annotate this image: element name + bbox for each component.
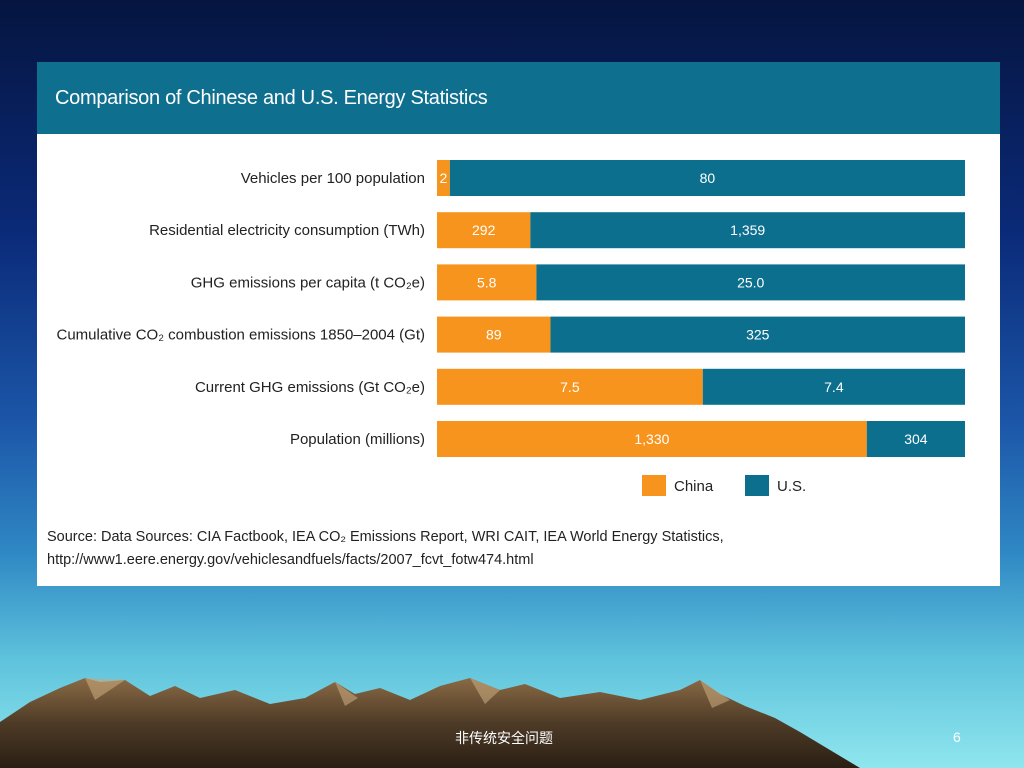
china-bar bbox=[437, 421, 867, 457]
china-value-label: 7.5 bbox=[560, 379, 580, 395]
us-value-label: 1,359 bbox=[730, 222, 765, 238]
us-bar bbox=[536, 264, 965, 301]
china-value-label: 5.8 bbox=[477, 274, 497, 290]
china-bar bbox=[437, 316, 551, 353]
us-value-label: 80 bbox=[700, 170, 716, 186]
us-value-label: 325 bbox=[746, 327, 770, 343]
legend-label-china: China bbox=[674, 478, 714, 495]
china-bar bbox=[437, 264, 537, 301]
source-note: Source: Data Sources: CIA Factbook, IEA … bbox=[47, 529, 724, 568]
us-value-label: 304 bbox=[904, 431, 928, 447]
us-value-label: 7.4 bbox=[824, 379, 844, 395]
china-value-label: 292 bbox=[472, 222, 496, 238]
legend-swatch-china bbox=[642, 475, 666, 496]
china-value-label: 2 bbox=[440, 170, 448, 186]
china-value-label: 89 bbox=[486, 327, 502, 343]
bar-chart: Vehicles per 100 population 2 80 Residentia… bbox=[57, 160, 965, 496]
china-bar bbox=[437, 212, 531, 249]
us-bar bbox=[550, 316, 965, 353]
slide-footer-text: 非传统安全问题 bbox=[455, 731, 553, 747]
row-label: Residential electricity consumption (TWh… bbox=[149, 222, 425, 239]
legend-swatch-us bbox=[745, 475, 769, 496]
us-bar bbox=[866, 421, 965, 457]
chart-panel: Comparison of Chinese and U.S. Energy St… bbox=[37, 62, 1000, 586]
legend-label-us: U.S. bbox=[777, 478, 806, 495]
us-bar bbox=[449, 160, 965, 196]
china-bar bbox=[437, 160, 450, 196]
chart-header: Comparison of Chinese and U.S. Energy St… bbox=[37, 62, 1000, 134]
china-value-label: 1,330 bbox=[634, 431, 669, 447]
row-label: Current GHG emissions (Gt CO₂e) bbox=[195, 379, 425, 396]
row-label: Population (millions) bbox=[290, 431, 425, 448]
chart-title: Comparison of Chinese and U.S. Energy St… bbox=[55, 87, 488, 109]
us-bar bbox=[530, 212, 965, 249]
china-bar bbox=[437, 368, 703, 405]
us-bar bbox=[702, 368, 965, 405]
mountain-range-illustration bbox=[0, 678, 860, 768]
us-value-label: 25.0 bbox=[737, 274, 764, 290]
row-label: Vehicles per 100 population bbox=[241, 170, 425, 187]
row-label: GHG emissions per capita (t CO₂e) bbox=[191, 274, 425, 291]
row-label: Cumulative CO₂ combustion emissions 1850… bbox=[57, 327, 426, 344]
slide-page-number: 6 bbox=[953, 729, 961, 745]
